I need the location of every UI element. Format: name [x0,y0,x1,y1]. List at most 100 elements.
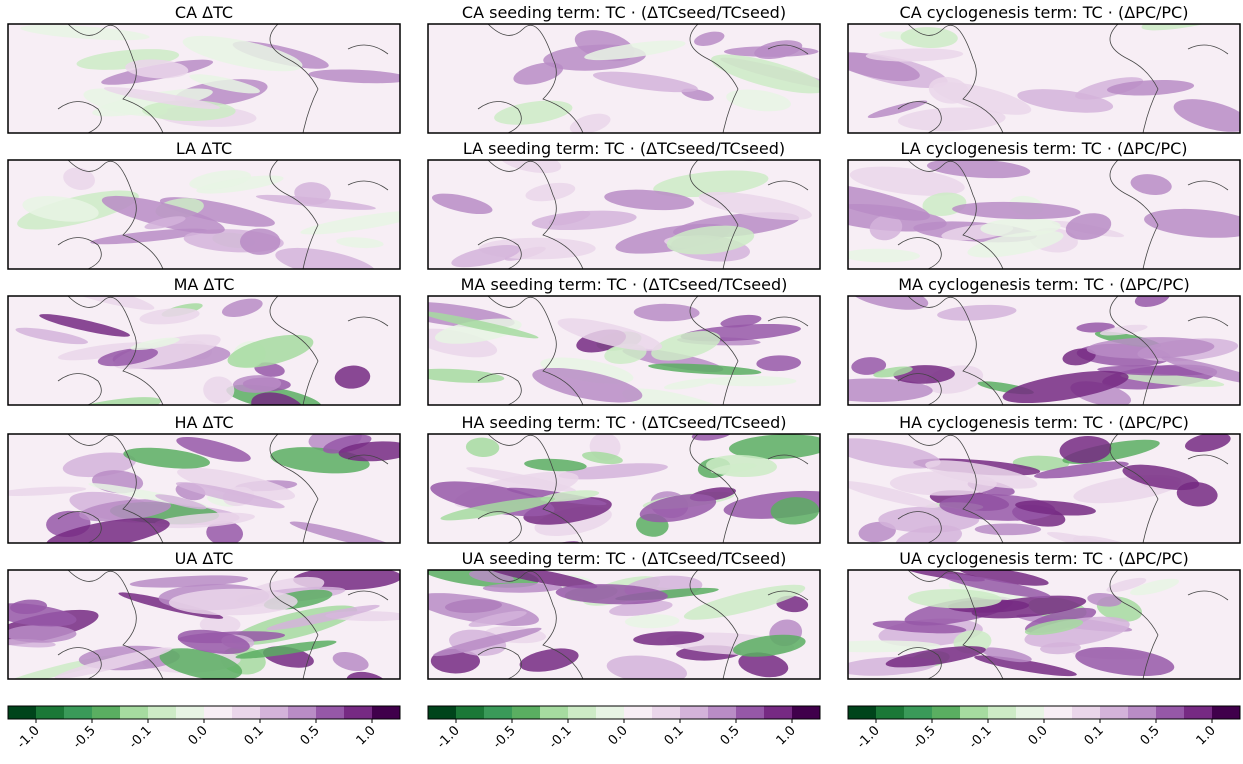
field-patch [44,397,162,405]
field-patch [338,441,400,462]
field-patch [266,604,380,631]
field-patch [275,247,377,269]
field-patch [44,296,155,310]
map-panel [428,570,820,679]
field-patch [434,318,522,344]
field-patch [8,603,77,627]
field-patch [1017,89,1114,113]
field-patch [694,31,725,46]
field-patch [869,215,903,241]
panel-frame [847,433,1241,544]
colorbar-swatch [540,706,569,719]
panel-frame [7,433,401,544]
colorbar-tick-label: -1.0 [854,723,883,752]
field-patch [428,311,539,339]
field-patch [865,48,964,62]
coastline [477,434,809,543]
field-patch [428,368,505,383]
field-patch [232,375,282,393]
field-patch [937,304,1017,321]
field-patch [928,76,969,104]
field-patch [123,447,210,469]
panel-frame [427,23,821,134]
colorbar-swatch [484,706,513,719]
colorbar-swatch [316,706,345,719]
map-panel [8,296,400,405]
colorbar-swatch [1184,706,1213,719]
field-patch [633,631,705,646]
field-patch [525,182,576,202]
field-patch [20,24,150,41]
colorbar-swatch [652,706,681,719]
field-patch [101,195,225,234]
field-patch [939,494,1056,521]
panel-frame [7,569,401,680]
colorbar-swatch [624,706,653,719]
field-patch [952,201,1081,220]
field-patch [1130,174,1172,195]
map-panel [848,570,1240,679]
colorbar-tick-label: -1.0 [434,723,463,752]
colorbar-swatch [288,706,317,719]
colorbar-tick-label: -1.0 [14,723,43,752]
field-patch [468,610,527,627]
field-patch [154,512,255,529]
coastline [897,434,1229,543]
field-patch [558,463,668,480]
field-patch [39,314,130,337]
colorbar-swatch [8,706,37,719]
field-patch [524,458,587,472]
panel-frame [427,433,821,544]
field-patch [754,40,803,59]
field-patch [895,525,963,543]
colorbar-swatch [568,706,597,719]
colorbar-tick-label: 0.1 [242,723,267,748]
field-patch [440,496,556,521]
panel-frame [847,295,1241,406]
field-patch [732,634,806,657]
field-patch [738,652,789,678]
field-patch [482,582,562,593]
colorbar-swatch [1044,706,1073,719]
panel-title: HA ΔTC [174,413,233,432]
field-patch [332,651,369,672]
field-patch [873,366,913,378]
colorbar-swatch [1212,706,1241,719]
field-patch [1134,296,1170,307]
field-patch [720,314,762,328]
field-patch [308,69,400,84]
colorbar-tick-label: 0.5 [1138,723,1163,748]
field-patch [513,62,564,85]
field-patch [980,647,1032,663]
map-panel [428,160,820,269]
colorbar-tick-label: -0.1 [546,723,575,752]
field-patch [1086,337,1215,359]
field-patch [175,482,285,509]
field-patch [125,59,189,79]
coastline [897,296,1229,405]
field-patch [79,499,171,522]
colorbar-swatch [960,706,989,719]
coastline [477,296,809,405]
field-patch [770,497,820,525]
coastline [477,160,809,269]
field-patch [710,54,820,94]
map-panel [428,24,820,133]
colorbar-swatch [148,706,177,719]
field-patch [584,40,686,61]
field-patch [604,189,695,211]
field-patch [494,100,573,125]
field-patch [235,640,337,659]
field-patch [346,671,388,679]
colorbar-tick-label: 1.0 [774,723,799,748]
panel-title: HA cyclogenesis term: TC · (ΔPC/PC) [899,413,1189,432]
field-patch [239,228,281,255]
field-patch [176,436,251,462]
field-patch [848,438,941,469]
field-patch [848,184,930,221]
map-panel [8,24,400,133]
field-patch [900,27,958,49]
coastline [57,570,389,679]
colorbar-swatch [932,706,961,719]
